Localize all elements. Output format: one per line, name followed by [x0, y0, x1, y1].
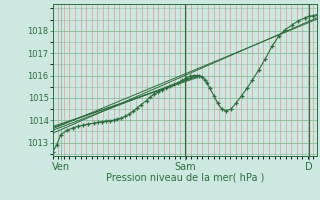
- X-axis label: Pression niveau de la mer( hPa ): Pression niveau de la mer( hPa ): [106, 173, 264, 183]
